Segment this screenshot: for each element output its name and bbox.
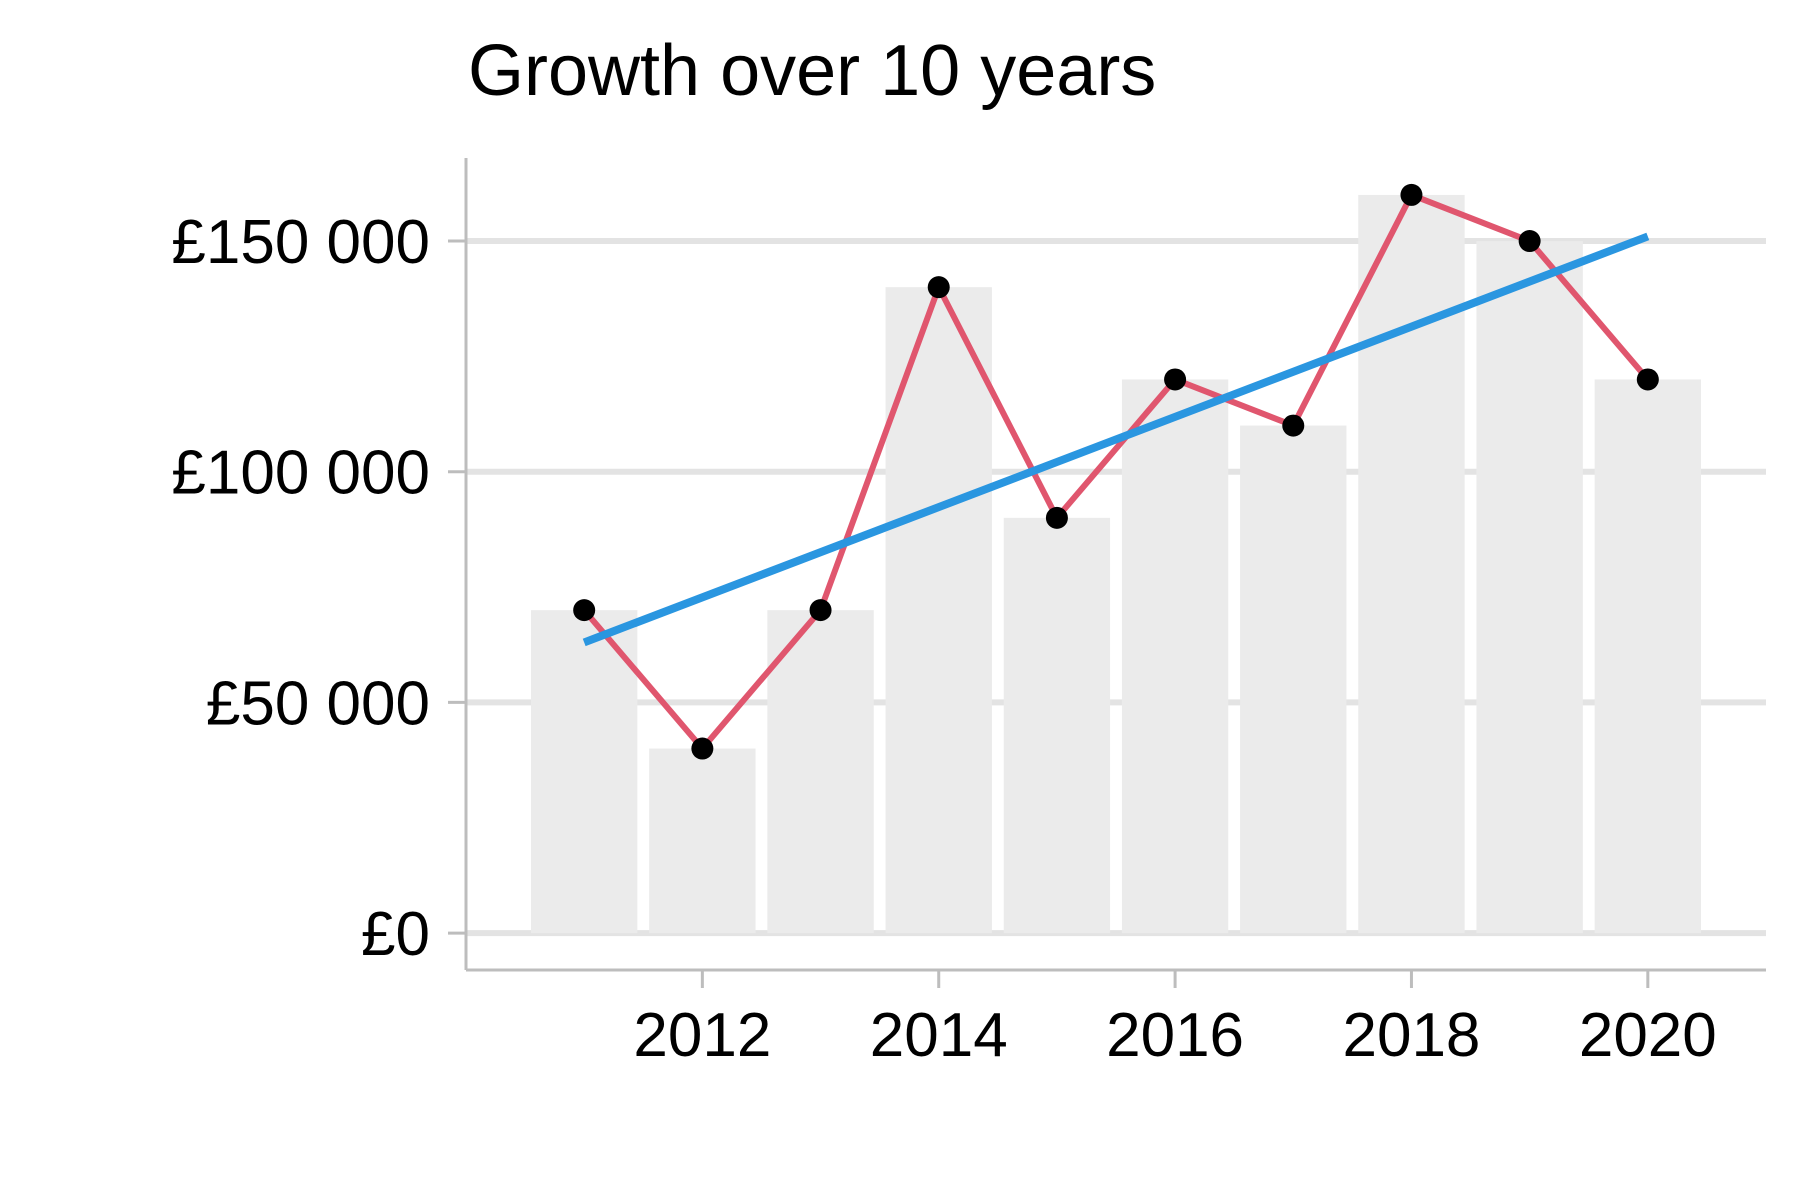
data-point-2011 — [573, 599, 596, 622]
bar-2017 — [1240, 425, 1347, 934]
bar-2011 — [531, 610, 638, 934]
bar-2019 — [1476, 241, 1583, 934]
bar-2020 — [1594, 379, 1701, 934]
bar-2012 — [649, 748, 756, 934]
bar-2015 — [1003, 517, 1111, 934]
data-point-2012 — [691, 737, 714, 760]
data-point-2015 — [1045, 506, 1068, 529]
bar-2016 — [1121, 379, 1229, 934]
value-line-path — [581, 191, 1651, 752]
bars — [531, 194, 1701, 934]
y-tick-label: £50 000 — [206, 669, 430, 738]
x-tick-label: 2016 — [1106, 1001, 1244, 1070]
y-tick-labels: £0 £50 000 £100 000 £150 000 — [171, 208, 430, 969]
chart-title: Growth over 10 years — [468, 31, 1156, 111]
y-tick-label: £150 000 — [171, 208, 430, 277]
bar-2018 — [1358, 194, 1465, 934]
axes — [448, 158, 1766, 988]
y-tick-label: £0 — [361, 900, 430, 969]
data-point-2020 — [1636, 368, 1659, 391]
data-point-2013 — [809, 599, 832, 622]
value-line — [581, 191, 1651, 752]
x-tick-label: 2018 — [1342, 1001, 1480, 1070]
x-tick-label: 2014 — [870, 1001, 1008, 1070]
x-tick-labels: 2012 2014 2016 2018 2020 — [633, 1001, 1716, 1070]
bar-2014 — [885, 287, 992, 934]
data-points — [573, 183, 1659, 760]
bar-2013 — [767, 610, 874, 934]
x-tick-label: 2020 — [1579, 1001, 1717, 1070]
x-tick-label: 2012 — [633, 1001, 771, 1070]
trend-line-path — [582, 232, 1650, 647]
data-point-2016 — [1164, 368, 1187, 391]
data-point-2017 — [1282, 414, 1305, 437]
trend-line — [582, 232, 1650, 647]
data-point-2014 — [927, 276, 950, 299]
data-point-2018 — [1400, 183, 1423, 206]
y-tick-label: £100 000 — [171, 439, 430, 508]
data-point-2019 — [1518, 230, 1541, 253]
